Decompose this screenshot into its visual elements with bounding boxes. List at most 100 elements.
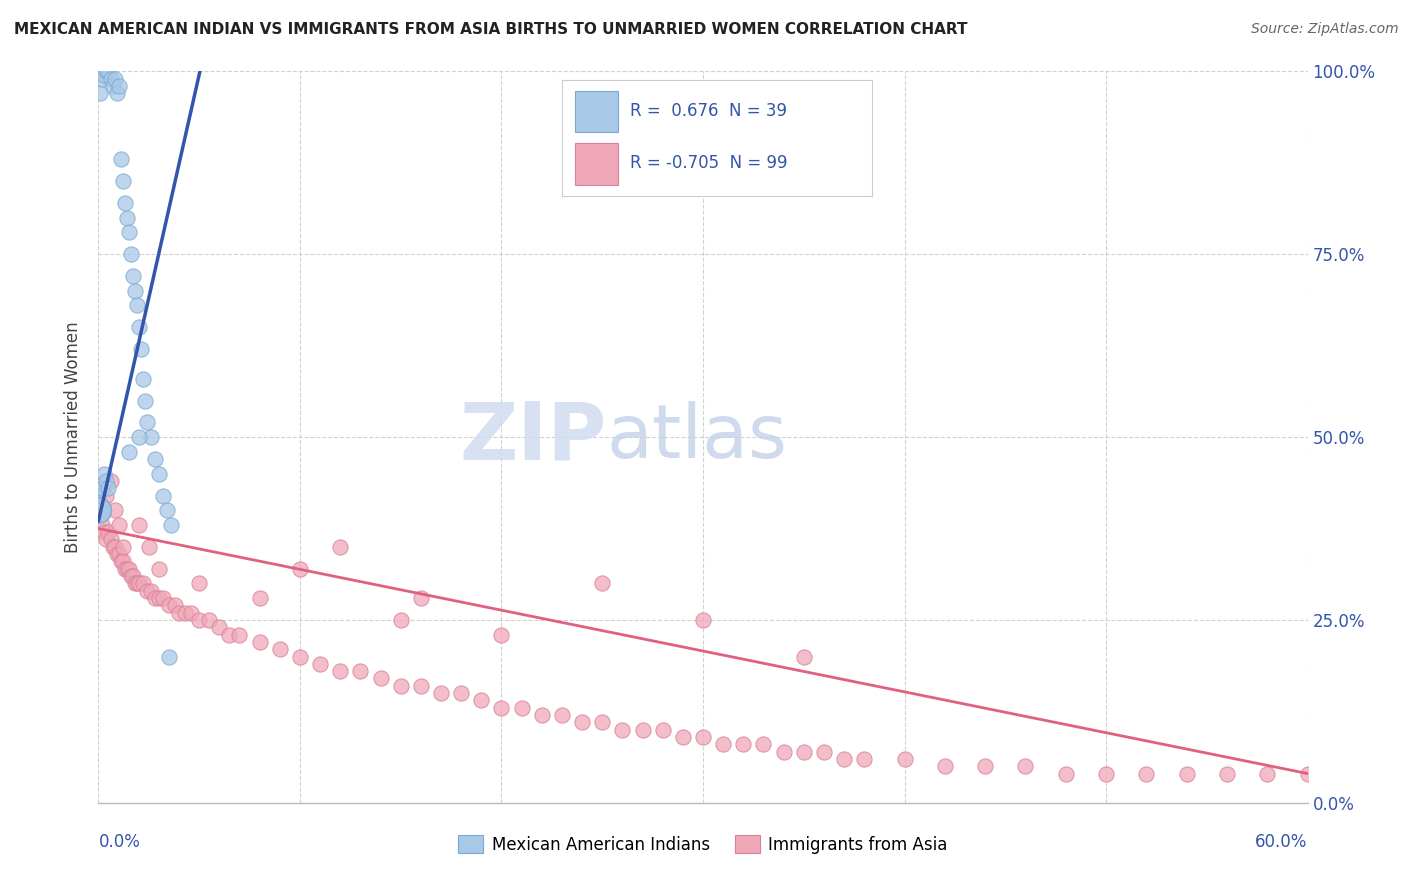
Point (329, 664, 352, 678)
Point (93, 68, 115, 82)
Text: 60.0%: 60.0% (1256, 833, 1308, 851)
Point (1175, 766, 1198, 780)
Point (188, 613, 211, 627)
Point (288, 649, 311, 664)
Point (198, 613, 221, 627)
Point (93, 467, 115, 481)
Point (91, 481, 114, 495)
Point (91, 71, 114, 86)
Point (974, 759, 997, 773)
Point (1054, 766, 1077, 780)
Point (96, 474, 118, 488)
Point (793, 745, 815, 759)
Point (152, 489, 174, 503)
Point (156, 503, 179, 517)
Point (188, 576, 211, 591)
Point (349, 664, 371, 678)
Point (832, 752, 855, 766)
Point (163, 599, 186, 613)
Point (135, 583, 157, 598)
Point (551, 708, 574, 723)
Point (692, 730, 714, 744)
Point (124, 576, 146, 591)
Point (148, 467, 170, 481)
Point (430, 686, 453, 700)
Bar (575, 91, 619, 132)
Text: 0.0%: 0.0% (98, 833, 141, 851)
Point (129, 343, 152, 357)
Point (571, 715, 593, 730)
Point (148, 562, 170, 576)
Point (128, 430, 150, 444)
Point (132, 371, 155, 385)
Point (143, 452, 166, 467)
Point (101, 540, 124, 554)
Point (711, 737, 734, 751)
Point (470, 693, 492, 707)
Point (93, 525, 115, 540)
Point (91, 517, 114, 532)
Bar (575, 143, 619, 185)
Point (114, 196, 136, 211)
Point (1135, 766, 1157, 780)
Point (143, 591, 166, 605)
Point (510, 700, 533, 714)
Point (450, 686, 472, 700)
Point (160, 517, 183, 532)
Point (491, 627, 513, 641)
Point (107, 78, 129, 93)
Point (208, 620, 231, 634)
Point (118, 225, 141, 239)
Point (409, 591, 432, 605)
Point (672, 730, 695, 744)
Point (128, 517, 150, 532)
Point (651, 723, 673, 737)
Point (128, 576, 150, 591)
Point (121, 569, 143, 583)
Point (107, 517, 129, 532)
Text: ZIP: ZIP (458, 398, 606, 476)
Point (793, 649, 815, 664)
Point (772, 745, 794, 759)
Point (97, 525, 120, 540)
Point (612, 723, 634, 737)
Point (96, 533, 118, 547)
Point (309, 657, 332, 671)
Point (100, 71, 122, 86)
Point (1216, 766, 1239, 780)
Point (87, 489, 110, 503)
Point (128, 320, 150, 334)
Point (138, 540, 160, 554)
Point (103, 71, 125, 86)
Point (491, 700, 513, 714)
Point (96, 489, 118, 503)
Point (103, 503, 125, 517)
Point (139, 583, 162, 598)
Point (103, 540, 125, 554)
Point (752, 737, 775, 751)
Point (329, 540, 352, 554)
Point (100, 474, 122, 488)
Point (389, 679, 412, 693)
Point (87, 503, 110, 517)
Point (1256, 766, 1278, 780)
Point (733, 737, 755, 751)
Point (174, 606, 197, 620)
Point (132, 576, 155, 591)
Point (121, 269, 143, 284)
Point (87, 503, 110, 517)
Point (152, 591, 174, 605)
Point (249, 591, 271, 605)
Point (389, 613, 412, 627)
Point (148, 591, 170, 605)
Point (125, 298, 148, 312)
Point (120, 569, 142, 583)
Point (115, 562, 138, 576)
Point (105, 547, 128, 561)
Point (110, 554, 132, 568)
Point (180, 606, 202, 620)
Point (370, 672, 392, 686)
Point (167, 606, 190, 620)
Point (124, 284, 146, 298)
Point (118, 562, 141, 576)
